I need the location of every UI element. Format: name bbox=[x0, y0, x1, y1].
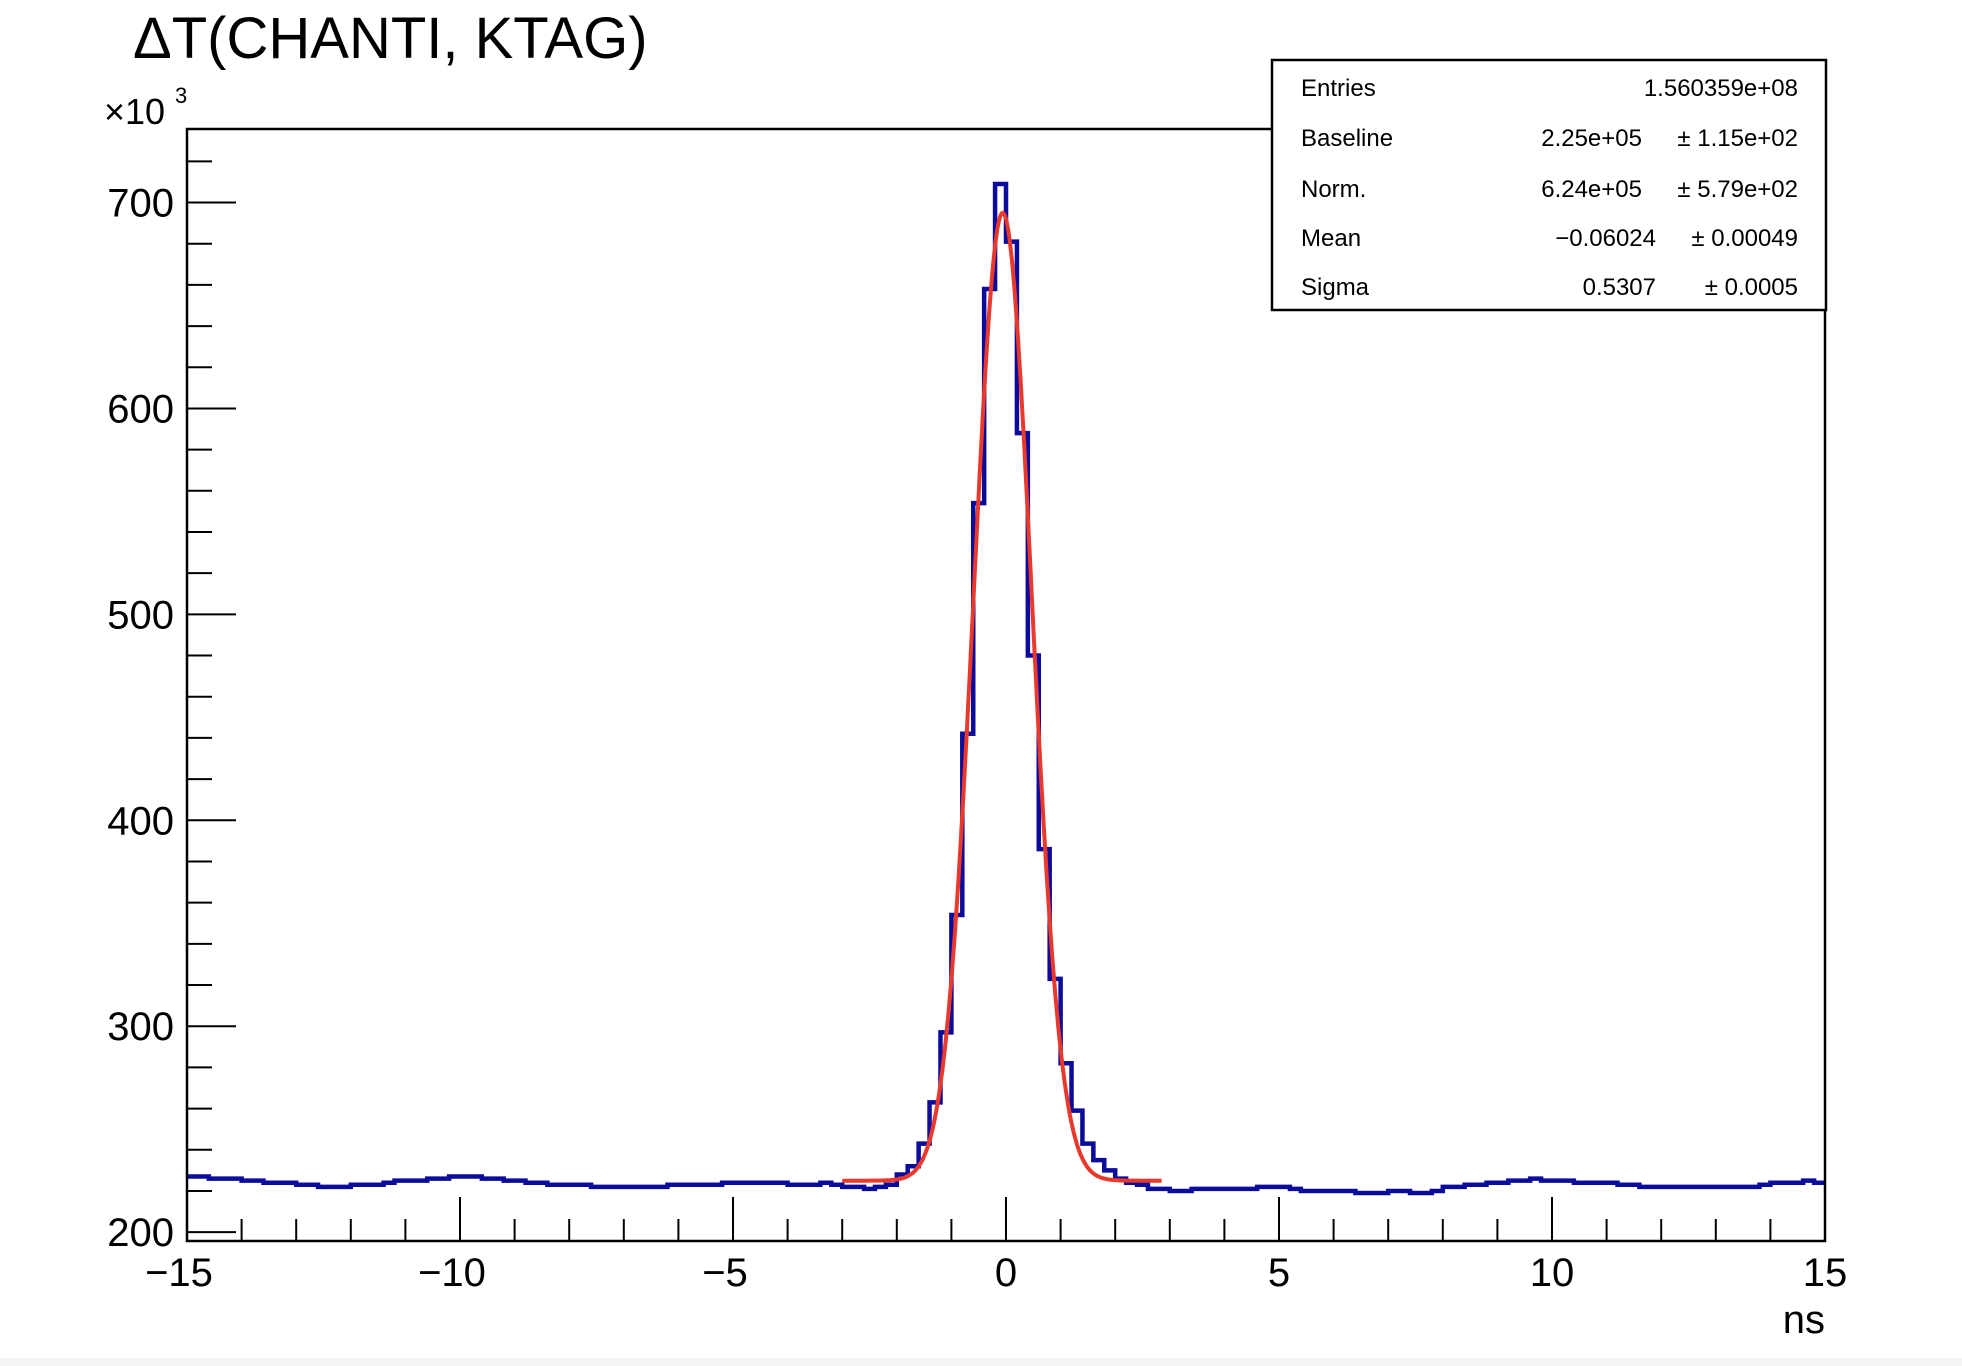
y-tick-labels: 200 300 400 500 600 700 bbox=[107, 182, 174, 1256]
stats-error: ± 0.00049 bbox=[1691, 225, 1798, 252]
x-tick-label: 5 bbox=[1268, 1251, 1290, 1295]
histogram-line bbox=[187, 181, 1825, 1196]
stats-label: Norm. bbox=[1301, 176, 1366, 203]
stats-label: Entries bbox=[1301, 75, 1376, 102]
stats-label: Baseline bbox=[1301, 125, 1393, 152]
chart-title: ΔT(CHANTI, KTAG) bbox=[133, 6, 648, 71]
stats-value: 6.24e+05 bbox=[1541, 176, 1642, 203]
y-multiplier: ×10 3 bbox=[104, 83, 187, 132]
x-tick-label: −10 bbox=[418, 1251, 486, 1295]
y-multiplier-exponent: 3 bbox=[175, 83, 187, 108]
x-tick-label: −5 bbox=[702, 1251, 748, 1295]
x-tick-labels: −15 −10 −5 0 5 10 15 bbox=[145, 1251, 1847, 1295]
stats-box: Entries 1.560359e+08 Baseline 2.25e+05 ± 1.1… bbox=[1270, 58, 1828, 312]
stats-error: ± 5.79e+02 bbox=[1677, 176, 1798, 203]
x-tick-label: −15 bbox=[145, 1251, 213, 1295]
stats-error: ± 1.15e+02 bbox=[1677, 125, 1798, 152]
x-tick-label: 0 bbox=[995, 1251, 1017, 1295]
y-tick-label: 500 bbox=[107, 593, 174, 637]
x-axis-label: ns bbox=[1783, 1298, 1825, 1342]
plot-frame bbox=[185, 127, 1827, 1243]
bottom-strip bbox=[0, 1358, 1962, 1366]
y-tick-label: 600 bbox=[107, 387, 174, 431]
y-multiplier-base: ×10 bbox=[104, 91, 165, 132]
y-tick-label: 300 bbox=[107, 1005, 174, 1049]
stats-label: Mean bbox=[1301, 225, 1361, 252]
y-tick-label: 700 bbox=[107, 182, 174, 226]
fit-curve bbox=[842, 210, 1162, 1183]
y-tick-label: 400 bbox=[107, 799, 174, 843]
axis-ticks bbox=[186, 160, 1826, 1241]
stats-value: 1.560359e+08 bbox=[1644, 75, 1798, 102]
y-tick-label: 200 bbox=[107, 1211, 174, 1255]
stats-label: Sigma bbox=[1301, 274, 1370, 301]
stats-value: −0.06024 bbox=[1555, 225, 1656, 252]
x-tick-label: 15 bbox=[1803, 1251, 1848, 1295]
stats-value: 2.25e+05 bbox=[1541, 125, 1642, 152]
x-tick-label: 10 bbox=[1530, 1251, 1575, 1295]
stats-error: ± 0.0005 bbox=[1705, 274, 1798, 301]
stats-value: 0.5307 bbox=[1583, 274, 1656, 301]
